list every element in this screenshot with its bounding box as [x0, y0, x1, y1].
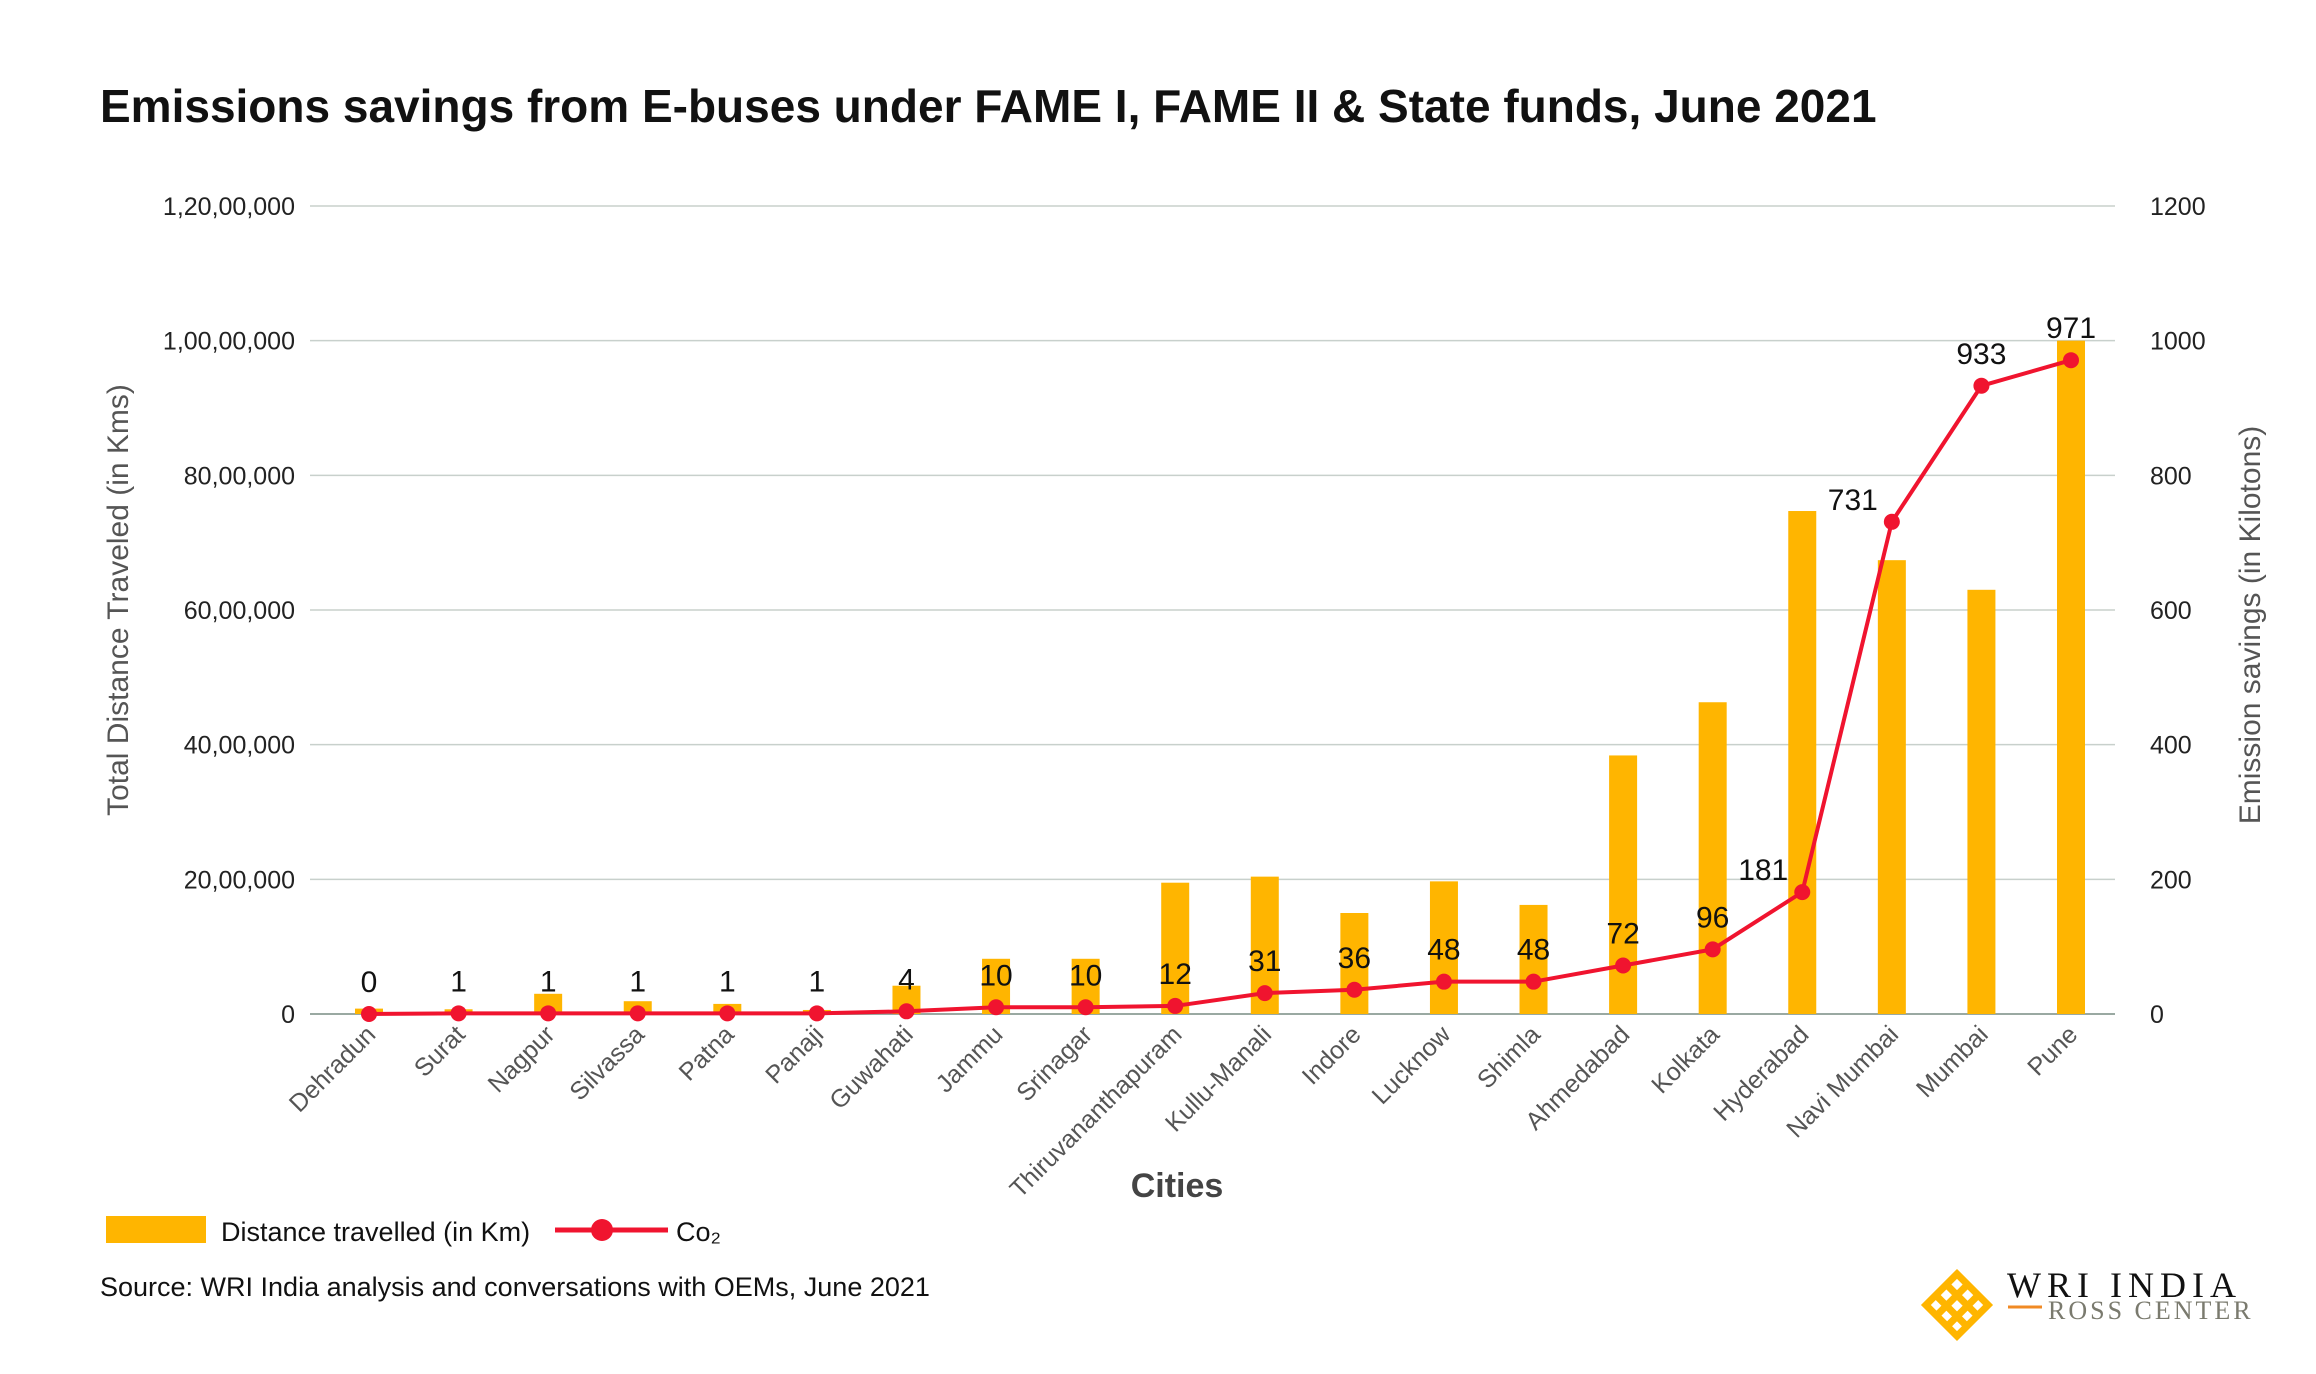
data-label: 1	[450, 965, 467, 998]
right-tick-label: 800	[2150, 462, 2192, 490]
line-series: 0 1 1 1 1 1 4 10 10 12 31 36 48 48 72 96 181 731 933 971	[361, 312, 2096, 1022]
data-label: 1	[629, 965, 646, 998]
data-label: 72	[1606, 918, 1639, 951]
chart-title: Emissions savings from E-buses under FAM…	[100, 80, 1877, 132]
co2-point	[988, 999, 1005, 1016]
category-label: Shimla	[1472, 1020, 1546, 1094]
logo-line2: ROSS CENTER	[2048, 1296, 2254, 1325]
co2-point	[2063, 352, 2079, 369]
co2-point	[1256, 985, 1273, 1002]
co2-point	[1435, 973, 1452, 990]
bar	[1429, 881, 1458, 1014]
bar	[1967, 589, 1996, 1014]
category-label: Guwahati	[824, 1020, 918, 1114]
data-label: 31	[1248, 945, 1281, 978]
left-tick-label: 0	[281, 1001, 295, 1029]
bar	[1161, 882, 1190, 1014]
category-label: Mumbai	[1911, 1020, 1994, 1103]
co2-point	[1883, 513, 1900, 530]
wri-logo: WRI INDIA ROSS CENTER	[1920, 1265, 2254, 1342]
co2-point	[1704, 941, 1721, 958]
co2-point	[808, 1005, 825, 1022]
logo-line1: WRI INDIA	[2007, 1265, 2242, 1305]
gridlines	[310, 205, 2115, 1015]
right-axis-title: Emission savings (in Kilotons)	[2234, 426, 2267, 824]
data-label: 4	[898, 963, 915, 996]
right-tick-label: 1200	[2150, 193, 2206, 221]
bar	[2057, 340, 2085, 1015]
right-tick-label: 200	[2150, 866, 2192, 894]
left-tick-label: 1,00,00,000	[163, 328, 295, 356]
co2-point	[1077, 999, 1094, 1016]
legend-line-marker	[591, 1219, 613, 1241]
legend-line-label: Co₂	[676, 1217, 721, 1247]
co2-point	[1167, 997, 1184, 1014]
data-label: 1	[540, 965, 557, 998]
axis-ticks: 0 20,00,000 40,00,000 60,00,000 80,00,000 1,0…	[163, 193, 2206, 1029]
data-label: 10	[1069, 959, 1102, 992]
data-label: 971	[2046, 312, 2096, 345]
co2-point	[1346, 981, 1363, 998]
co2-point	[719, 1005, 736, 1022]
category-label: Lucknow	[1367, 1020, 1457, 1110]
data-label: 48	[1427, 934, 1460, 967]
co2-point	[1794, 884, 1811, 901]
bar	[1877, 560, 1906, 1014]
left-tick-label: 40,00,000	[184, 732, 295, 760]
legend: Distance travelled (in Km) Co₂	[106, 1216, 721, 1247]
left-tick-label: 20,00,000	[184, 866, 295, 894]
co2-line	[368, 358, 2072, 1016]
bar	[1519, 904, 1548, 1014]
data-label: 10	[979, 959, 1012, 992]
bar	[534, 993, 563, 1014]
data-label: 96	[1696, 901, 1729, 934]
co2-point	[898, 1003, 915, 1020]
data-label: 36	[1338, 942, 1371, 975]
category-label: Indore	[1297, 1020, 1367, 1090]
category-label: Patna	[674, 1020, 740, 1086]
co2-point	[1525, 973, 1542, 990]
bar	[1698, 702, 1727, 1014]
data-label: 731	[1828, 484, 1878, 517]
category-label: Surat	[409, 1020, 471, 1082]
category-label: Srinagar	[1011, 1020, 1098, 1107]
co2-point	[450, 1005, 467, 1022]
data-label: 0	[361, 966, 378, 999]
left-axis-title: Total Distance Traveled (in Kms)	[102, 384, 135, 816]
legend-bar-label: Distance travelled (in Km)	[221, 1217, 530, 1247]
co2-point	[361, 1006, 377, 1022]
category-label: Jammu	[931, 1020, 1009, 1098]
bar-series	[355, 340, 2085, 1015]
category-label: Pune	[2022, 1020, 2083, 1081]
category-label: Nagpur	[483, 1020, 561, 1098]
legend-bar-swatch	[106, 1216, 206, 1243]
data-label: 48	[1517, 934, 1550, 967]
co2-point	[540, 1005, 557, 1022]
data-label: 933	[1956, 338, 2006, 371]
right-tick-label: 0	[2150, 1001, 2164, 1029]
right-tick-label: 400	[2150, 732, 2192, 760]
category-label: Dehradun	[284, 1020, 381, 1117]
x-axis-title: Cities	[1131, 1167, 1224, 1205]
data-label: 1	[809, 965, 826, 998]
data-label: 1	[719, 965, 736, 998]
co2-point	[1615, 957, 1632, 974]
left-tick-label: 60,00,000	[184, 597, 295, 625]
left-tick-label: 80,00,000	[184, 462, 295, 490]
bar	[1609, 755, 1638, 1014]
source-note: Source: WRI India analysis and conversat…	[100, 1272, 930, 1302]
co2-point	[1973, 377, 1990, 394]
logo-knot-icon	[1920, 1268, 1994, 1342]
right-tick-label: 1000	[2150, 328, 2206, 356]
co2-point	[629, 1005, 646, 1022]
left-tick-label: 1,20,00,000	[163, 193, 295, 221]
category-label: Silvassa	[564, 1020, 650, 1106]
category-label: Kolkata	[1646, 1020, 1725, 1099]
data-label: 12	[1159, 958, 1192, 991]
category-label: Panaji	[760, 1020, 829, 1089]
data-label: 181	[1738, 854, 1788, 887]
bar	[1788, 511, 1817, 1014]
right-tick-label: 600	[2150, 597, 2192, 625]
